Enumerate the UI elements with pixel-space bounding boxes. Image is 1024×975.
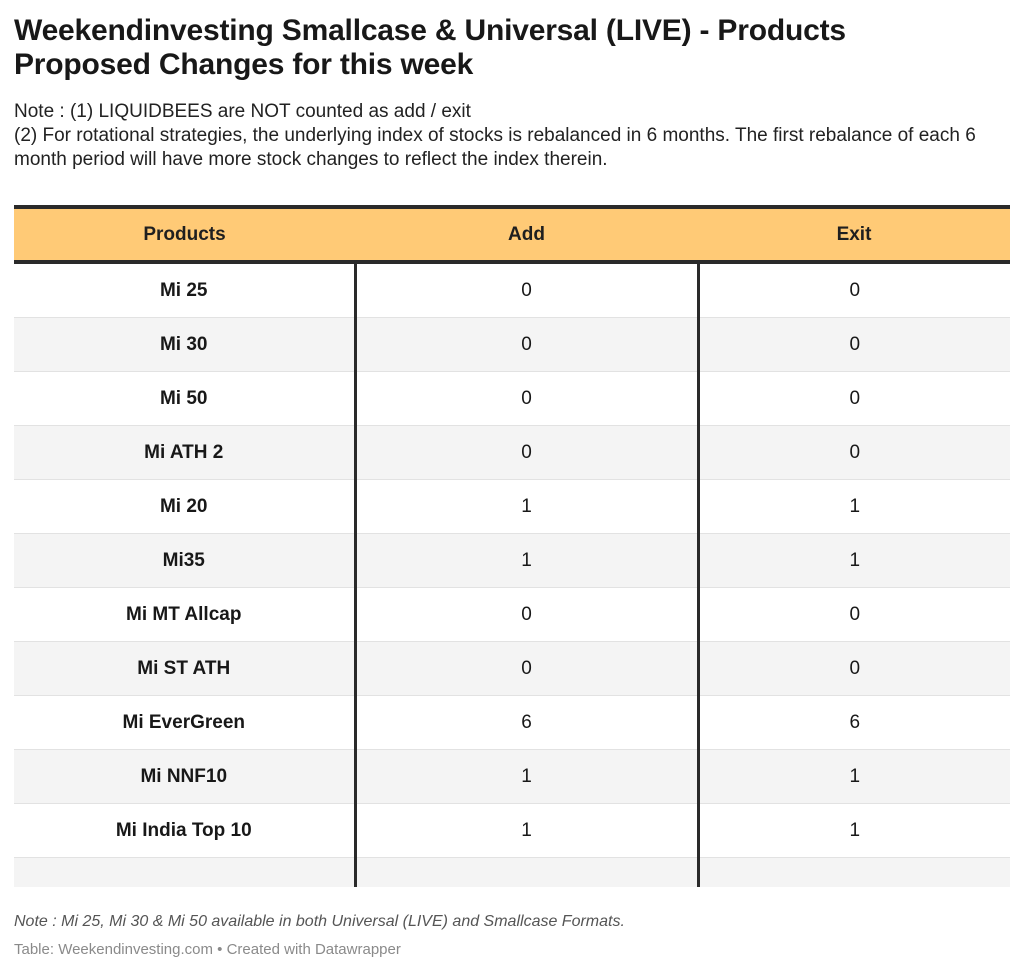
header: Weekendinvesting Smallcase & Universal (… [14, 14, 1010, 172]
exit-cell: 0 [698, 317, 1010, 372]
column-header-exit[interactable]: Exit [698, 205, 1010, 264]
add-cell: 0 [353, 371, 700, 426]
table-row-blank [14, 857, 1010, 887]
product-cell: Mi EverGreen [14, 695, 355, 750]
product-cell: Mi 20 [14, 479, 355, 534]
product-cell: Mi 25 [14, 262, 355, 318]
add-cell: 0 [353, 587, 700, 642]
exit-cell: 1 [698, 803, 1010, 858]
add-cell: 0 [353, 425, 700, 480]
product-cell: Mi 50 [14, 371, 355, 426]
add-cell: 1 [353, 803, 700, 858]
add-cell: 1 [353, 479, 700, 534]
product-cell: Mi ST ATH [14, 641, 355, 696]
blank-cell [14, 857, 355, 887]
product-cell: Mi ATH 2 [14, 425, 355, 480]
table-header-row: Products Add Exit [14, 205, 1010, 264]
add-cell: 0 [353, 262, 700, 318]
table-row: Mi EverGreen 6 6 [14, 695, 1010, 750]
table-row: Mi ST ATH 0 0 [14, 641, 1010, 696]
product-cell: Mi 30 [14, 317, 355, 372]
column-header-products[interactable]: Products [14, 205, 355, 264]
add-cell: 1 [353, 533, 700, 588]
table-row: Mi 30 0 0 [14, 317, 1010, 372]
exit-cell: 1 [698, 479, 1010, 534]
table-row: Mi India Top 10 1 1 [14, 803, 1010, 858]
add-cell: 0 [353, 641, 700, 696]
products-table: Products Add Exit Mi 25 0 0 Mi 30 0 0 Mi 50 0 0 M… [14, 205, 1010, 887]
add-cell: 0 [353, 317, 700, 372]
product-cell: Mi NNF10 [14, 749, 355, 804]
source-credit: Table: Weekendinvesting.com • Created wi… [14, 941, 401, 958]
table-row: Mi NNF10 1 1 [14, 749, 1010, 804]
notes: Note : (1) LIQUIDBEES are NOT counted as… [14, 100, 1010, 172]
exit-cell: 0 [698, 262, 1010, 318]
blank-cell [698, 857, 1010, 887]
table-row: Mi 25 0 0 [14, 262, 1010, 318]
column-header-add[interactable]: Add [355, 205, 698, 264]
note-line-2: (2) For rotational strategies, the under… [14, 125, 976, 170]
product-cell: Mi MT Allcap [14, 587, 355, 642]
table-body: Mi 25 0 0 Mi 30 0 0 Mi 50 0 0 Mi ATH 2 0 0 Mi 20 1 1 Mi… [14, 262, 1010, 887]
product-cell: Mi India Top 10 [14, 803, 355, 858]
table-row: Mi35 1 1 [14, 533, 1010, 588]
exit-cell: 0 [698, 425, 1010, 480]
table-row: Mi 50 0 0 [14, 371, 1010, 426]
exit-cell: 1 [698, 749, 1010, 804]
blank-cell [353, 857, 700, 887]
exit-cell: 0 [698, 371, 1010, 426]
note-line-1: Note : (1) LIQUIDBEES are NOT counted as… [14, 101, 471, 122]
exit-cell: 0 [698, 587, 1010, 642]
exit-cell: 6 [698, 695, 1010, 750]
add-cell: 6 [353, 695, 700, 750]
table-row: Mi 20 1 1 [14, 479, 1010, 534]
exit-cell: 0 [698, 641, 1010, 696]
page-title: Weekendinvesting Smallcase & Universal (… [14, 14, 846, 81]
table-row: Mi MT Allcap 0 0 [14, 587, 1010, 642]
exit-cell: 1 [698, 533, 1010, 588]
footnote: Note : Mi 25, Mi 30 & Mi 50 available in… [14, 913, 625, 930]
product-cell: Mi35 [14, 533, 355, 588]
add-cell: 1 [353, 749, 700, 804]
